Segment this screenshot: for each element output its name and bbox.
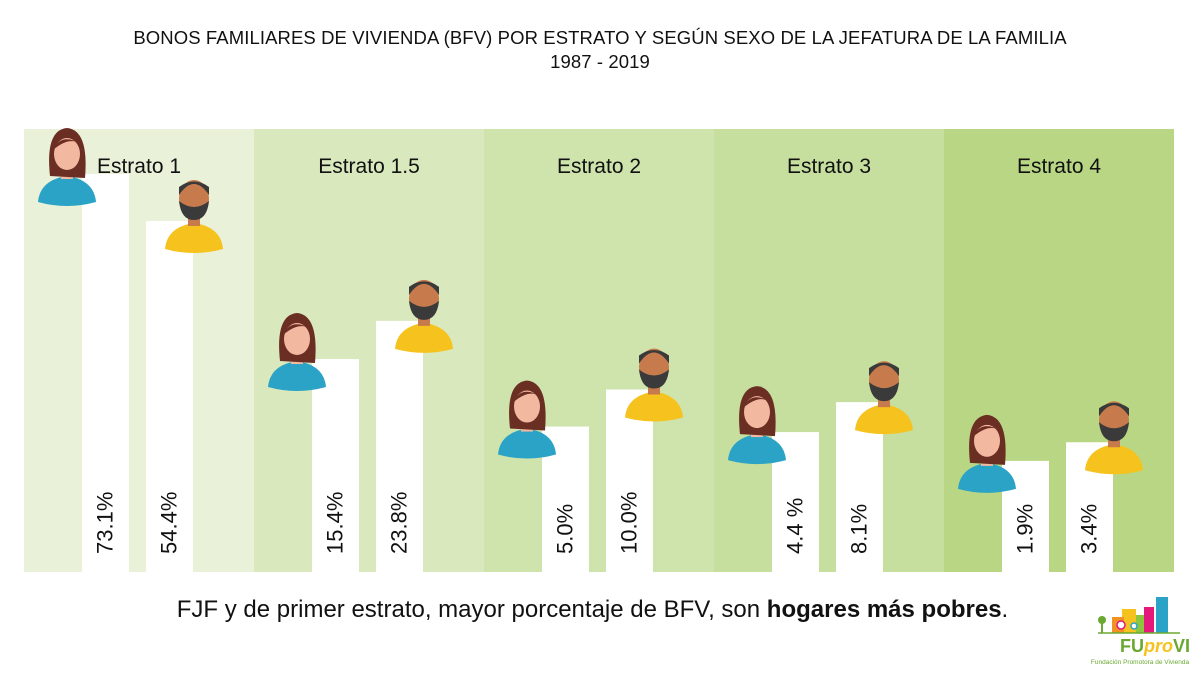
bar — [82, 174, 129, 572]
data-label: 54.4% — [157, 492, 182, 554]
data-label: 8.1% — [847, 504, 872, 554]
man-icon — [1085, 401, 1143, 475]
caption-highlight: hogares más pobres — [766, 596, 1002, 623]
chart-subtitle: 1987 - 2019 — [550, 51, 650, 72]
bar — [376, 320, 423, 572]
svg-text:Fundación Promotora de Viviend: Fundación Promotora de Vivienda — [1091, 659, 1190, 666]
data-label: 15.4% — [323, 492, 348, 554]
man-icon — [395, 279, 453, 353]
fuprovi-logo: FUproVI Fundación Promotora de Vivienda — [1090, 595, 1190, 667]
logo-graphic: FUproVI Fundación Promotora de Vivienda — [1091, 597, 1190, 666]
category-label: Estrato 3 — [787, 155, 871, 178]
estrato-panel — [944, 129, 1174, 572]
woman-icon — [498, 380, 556, 459]
data-label: 3.4% — [1077, 504, 1102, 554]
woman-icon — [728, 386, 786, 465]
data-label: 5.0% — [553, 504, 578, 554]
data-label: 4.4 % — [783, 498, 808, 554]
bar — [312, 359, 359, 572]
woman-icon — [958, 414, 1016, 493]
data-label: 23.8% — [387, 492, 412, 554]
data-label: 73.1% — [93, 492, 118, 554]
category-label: Estrato 1.5 — [318, 155, 420, 178]
caption-end: . — [1001, 596, 1009, 623]
chart-title: BONOS FAMILIARES DE VIVIENDA (BFV) POR E… — [133, 27, 1067, 48]
caption-lead: FJF y de primer estrato, mayor porcentaj… — [176, 596, 767, 623]
category-label: Estrato 4 — [1017, 155, 1101, 178]
woman-icon — [268, 313, 326, 392]
estrato-panel — [484, 129, 714, 572]
caption: FJF y de primer estrato, mayor porcentaj… — [0, 596, 1185, 624]
category-label: Estrato 1 — [97, 155, 181, 178]
estrato-panel — [714, 129, 944, 572]
data-label: 1.9% — [1013, 504, 1038, 554]
svg-text:FUproVI: FUproVI — [1120, 636, 1190, 656]
bar — [146, 220, 193, 572]
man-icon — [165, 179, 223, 253]
man-icon — [855, 361, 913, 435]
category-label: Estrato 2 — [557, 155, 641, 178]
woman-icon — [38, 128, 96, 207]
man-icon — [625, 348, 683, 422]
data-label: 10.0% — [617, 492, 642, 554]
